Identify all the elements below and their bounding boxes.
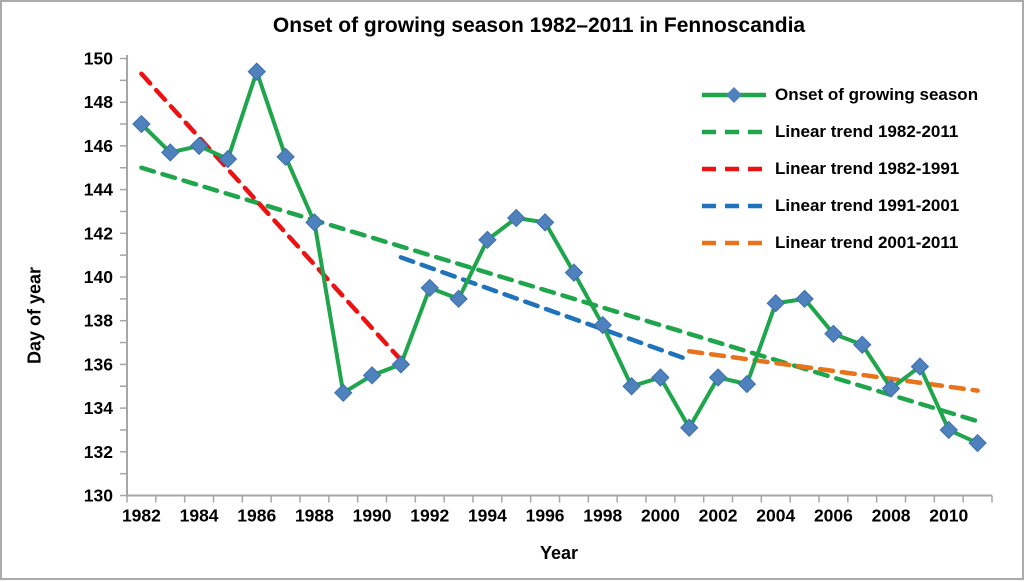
data-point-marker — [507, 208, 526, 228]
data-point-marker — [161, 143, 180, 162]
trend-line-1982-2011 — [139, 165, 980, 424]
y-tick-label: 138 — [84, 311, 113, 331]
data-point-marker — [391, 355, 411, 374]
legend-label: Linear trend 1982-2011 — [775, 121, 959, 141]
trend-line-2001-2011 — [687, 349, 980, 393]
data-point-marker — [218, 149, 238, 169]
x-tick-label: 1992 — [410, 506, 449, 526]
data-point-marker — [824, 324, 843, 344]
y-tick-label: 146 — [84, 136, 113, 156]
x-tick-label: 1984 — [180, 506, 219, 526]
x-tick-label: 2006 — [814, 506, 853, 526]
y-tick-label: 144 — [84, 180, 113, 200]
y-tick-label: 136 — [84, 354, 113, 374]
legend-swatch-dashed-red-icon — [702, 166, 766, 171]
legend-item-trend-1982-1991: Linear trend 1982-1991 — [700, 150, 978, 187]
legend-swatch-dashed-blue-icon — [702, 203, 766, 208]
legend-label: Onset of growing season — [775, 84, 979, 104]
data-point-marker — [939, 420, 958, 440]
trend-line-1982-1991 — [139, 71, 404, 363]
legend-item-trend-2001-2011: Linear trend 2001-2011 — [700, 224, 978, 261]
data-point-marker — [622, 377, 641, 396]
data-point-marker — [651, 368, 670, 387]
data-point-marker — [420, 278, 439, 298]
y-tick-label: 140 — [84, 267, 113, 287]
legend-label: Linear trend 1991-2001 — [775, 195, 960, 215]
x-tick-label: 1988 — [295, 506, 334, 526]
x-tick-label: 1986 — [237, 506, 276, 526]
data-point-marker — [766, 294, 785, 313]
x-axis-title: Year — [539, 543, 579, 563]
chart-title: Onset of growing season 1982–2011 in Fen… — [272, 14, 806, 37]
y-tick-label: 132 — [84, 442, 113, 462]
data-point-marker — [276, 147, 295, 167]
data-point-marker — [305, 213, 324, 232]
data-point-marker — [795, 289, 814, 309]
data-point-marker — [968, 433, 987, 453]
data-point-marker — [362, 366, 382, 385]
data-point-marker — [737, 374, 757, 394]
data-point-marker — [593, 315, 612, 335]
y-tick-label: 142 — [84, 223, 113, 243]
data-point-marker — [535, 213, 555, 232]
x-tick-label: 1994 — [468, 506, 507, 526]
legend-label: Linear trend 2001-2011 — [775, 232, 959, 252]
data-point-marker — [478, 230, 497, 250]
legend-item-trend-1991-2001: Linear trend 1991-2001 — [700, 187, 978, 224]
legend-diamond-marker-icon — [726, 86, 742, 103]
y-tick-label: 150 — [84, 49, 113, 69]
data-point-marker — [334, 383, 353, 403]
x-tick-label: 1998 — [583, 506, 622, 526]
x-tick-label: 2004 — [756, 506, 795, 526]
x-tick-label: 2002 — [699, 506, 738, 526]
x-tick-label: 1990 — [353, 506, 392, 526]
x-tick-label: 2010 — [929, 506, 968, 526]
x-tick-label: 1996 — [526, 506, 565, 526]
trend-line-1991-2001 — [398, 255, 692, 363]
data-point-marker — [132, 114, 151, 134]
legend-swatch-line-marker-icon — [702, 86, 766, 103]
x-tick-label: 2008 — [872, 506, 911, 526]
legend-label: Linear trend 1982-1991 — [775, 158, 960, 178]
y-axis-title: Day of year — [24, 266, 45, 365]
data-point-marker — [680, 418, 699, 437]
data-point-marker — [449, 289, 468, 309]
data-point-marker — [708, 368, 728, 387]
data-point-marker — [189, 136, 209, 156]
y-tick-label: 130 — [84, 486, 113, 506]
legend-item-trend-1982-2011: Linear trend 1982-2011 — [700, 113, 978, 150]
data-point-marker — [247, 62, 266, 81]
legend-item-onset: Onset of growing season — [700, 76, 978, 113]
x-tick-label: 1982 — [122, 506, 161, 526]
legend: Onset of growing season Linear trend 198… — [700, 76, 978, 261]
y-tick-label: 134 — [84, 398, 113, 418]
legend-swatch-dashed-orange-icon — [702, 240, 766, 245]
legend-swatch-dashed-green-icon — [702, 129, 766, 134]
x-tick-label: 2000 — [641, 506, 680, 526]
data-point-marker — [564, 263, 584, 282]
data-point-marker — [853, 335, 872, 354]
data-point-marker — [881, 379, 901, 398]
data-point-marker — [910, 357, 930, 376]
y-tick-label: 148 — [84, 92, 113, 112]
